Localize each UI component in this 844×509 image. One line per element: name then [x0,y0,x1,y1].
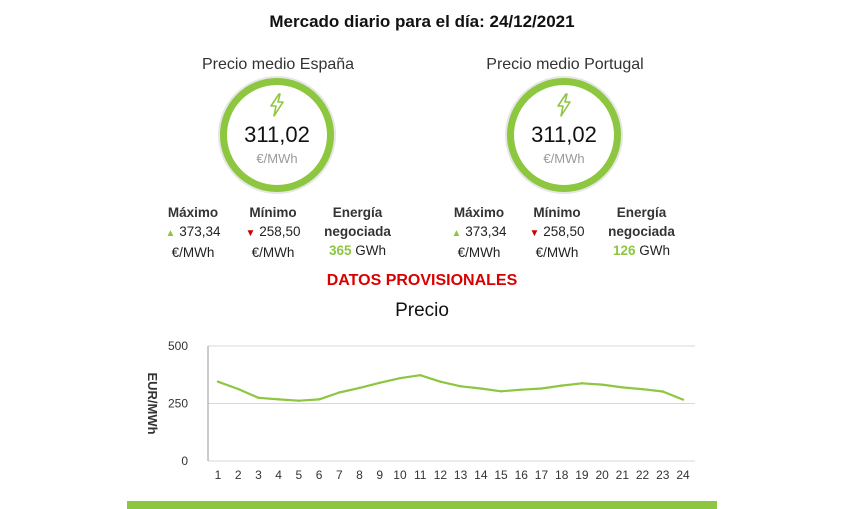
energy-label: Energía [332,205,383,220]
data-point [600,383,604,386]
price-ring-portugal: 311,02 €/MWh [507,78,621,192]
data-point [580,382,584,385]
data-point [560,384,563,387]
x-tick-label: 20 [595,468,609,482]
max-stat-portugal: Máximo ▲ 373,34 €/MWh [434,203,524,262]
data-point [681,398,685,401]
x-tick-label: 19 [575,468,589,482]
y-tick-label: 250 [168,397,188,411]
data-point [277,398,280,401]
data-point [418,374,422,377]
price-series-line [217,374,684,402]
data-point [216,380,220,383]
x-tick-label: 1 [215,468,222,482]
max-value: 373,34 [179,224,221,239]
data-point [540,387,543,390]
provisional-data-notice: DATOS PROVISIONALES [326,272,518,289]
energy-label-2: negociada [324,224,391,239]
min-value: 258,50 [543,224,585,239]
x-tick-label: 8 [356,468,363,482]
x-tick-label: 15 [494,468,508,482]
data-point [520,388,523,391]
min-label: Mínimo [533,205,581,220]
max-label: Máximo [167,205,219,220]
panel-heading-spain: Precio medio España [201,56,355,73]
x-tick-label: 14 [474,468,488,482]
min-unit: €/MWh [535,245,579,260]
data-point [317,398,321,401]
energy-stat-portugal: Energía negociada 126 GWh [594,203,689,260]
min-unit: €/MWh [251,245,295,260]
data-point [237,387,240,391]
x-tick-label: 4 [275,468,282,482]
max-unit: €/MWh [457,245,501,260]
min-stat-portugal: Mínimo ▼ 258,50 €/MWh [512,203,602,262]
price-unit: €/MWh [543,151,585,166]
max-stat-spain: Máximo ▲ 373,34 €/MWh [148,203,238,262]
data-point [661,390,664,393]
x-tick-label: 10 [393,468,407,482]
chart-title: Precio [395,300,449,321]
x-tick-label: 3 [255,468,262,482]
x-tick-label: 9 [376,468,383,482]
lightning-icon [227,93,327,122]
y-axis-label: EUR/MWh [145,372,160,434]
x-tick-label: 7 [336,468,343,482]
max-unit: €/MWh [171,245,215,260]
up-triangle-icon: ▲ [165,228,176,239]
data-point [439,380,442,383]
energy-value: 126 [612,243,636,258]
data-point [378,381,381,384]
data-point [398,377,402,380]
up-triangle-icon: ▲ [451,228,462,239]
data-point [499,390,503,393]
max-value: 373,34 [465,224,507,239]
min-stat-spain: Mínimo ▼ 258,50 €/MWh [228,203,318,262]
energy-unit: GWh [639,243,671,258]
data-point [257,396,260,399]
x-tick-label: 6 [316,468,323,482]
max-label: Máximo [453,205,505,220]
x-tick-label: 2 [235,468,242,482]
x-tick-label: 22 [636,468,650,482]
x-tick-label: 21 [616,468,630,482]
energy-stat-spain: Energía negociada 365 GWh [310,203,405,260]
y-tick-label: 0 [181,454,188,468]
data-point [338,391,341,394]
data-point [479,387,483,390]
x-tick-label: 23 [656,468,670,482]
page-title: Mercado diario para el día: 24/12/2021 [269,12,575,31]
min-label: Mínimo [249,205,297,220]
x-tick-label: 13 [454,468,468,482]
energy-unit: GWh [355,243,387,258]
data-point [297,399,301,402]
energy-value: 365 [328,243,352,258]
average-price: 311,02 [531,122,597,147]
lightning-icon [514,93,614,122]
down-triangle-icon: ▼ [245,228,256,239]
footer-accent-bar [127,501,717,509]
x-tick-label: 17 [535,468,549,482]
panel-heading-portugal: Precio medio Portugal [486,56,644,73]
x-tick-label: 5 [296,468,303,482]
y-tick-label: 500 [168,339,188,353]
average-price: 311,02 [244,122,310,147]
x-tick-label: 11 [414,468,427,482]
energy-label-2: negociada [608,224,675,239]
data-point [621,386,624,389]
price-unit: €/MWh [256,151,298,166]
data-point [641,388,644,391]
x-tick-label: 16 [515,468,529,482]
down-triangle-icon: ▼ [529,228,540,239]
price-ring-spain: 311,02 €/MWh [220,78,334,192]
x-tick-label: 18 [555,468,569,482]
data-point [358,386,361,390]
x-tick-label: 24 [676,468,690,482]
data-point [459,385,462,388]
energy-label: Energía [616,205,667,220]
x-tick-label: 12 [434,468,448,482]
min-value: 258,50 [259,224,301,239]
